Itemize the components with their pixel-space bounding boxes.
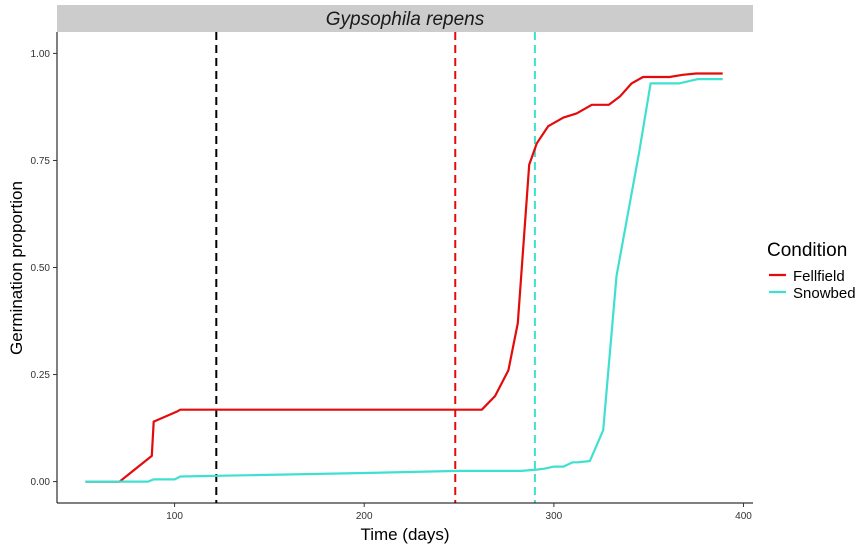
x-tick-label: 100 — [166, 511, 183, 522]
legend-label-snowbed: Snowbed — [793, 285, 856, 302]
y-axis-ticks: 0.00 0.25 0.50 0.75 1.00 — [31, 49, 57, 488]
facet-strip-title: Gypsophila repens — [326, 9, 485, 30]
y-tick-label: 0.25 — [31, 370, 51, 381]
legend-label-fellfield: Fellfield — [793, 268, 845, 285]
series-line-fellfield — [85, 72, 723, 483]
y-tick-label: 0.00 — [31, 477, 51, 488]
series-lines — [85, 72, 723, 483]
facet-strip — [57, 5, 753, 32]
x-axis-ticks: 100 200 300 400 — [166, 503, 752, 522]
x-tick-label: 200 — [356, 511, 373, 522]
y-axis-title: Germination proportion — [7, 181, 26, 355]
y-tick-label: 0.75 — [31, 156, 51, 167]
y-tick-label: 0.50 — [31, 263, 51, 274]
x-tick-label: 400 — [735, 511, 752, 522]
x-tick-label: 300 — [546, 511, 563, 522]
y-tick-label: 1.00 — [31, 49, 51, 60]
x-axis-title: Time (days) — [360, 525, 449, 544]
series-line-snowbed — [85, 77, 723, 483]
legend-title: Condition — [767, 240, 847, 261]
reference-lines — [215, 32, 536, 503]
plot-panel — [85, 32, 723, 503]
